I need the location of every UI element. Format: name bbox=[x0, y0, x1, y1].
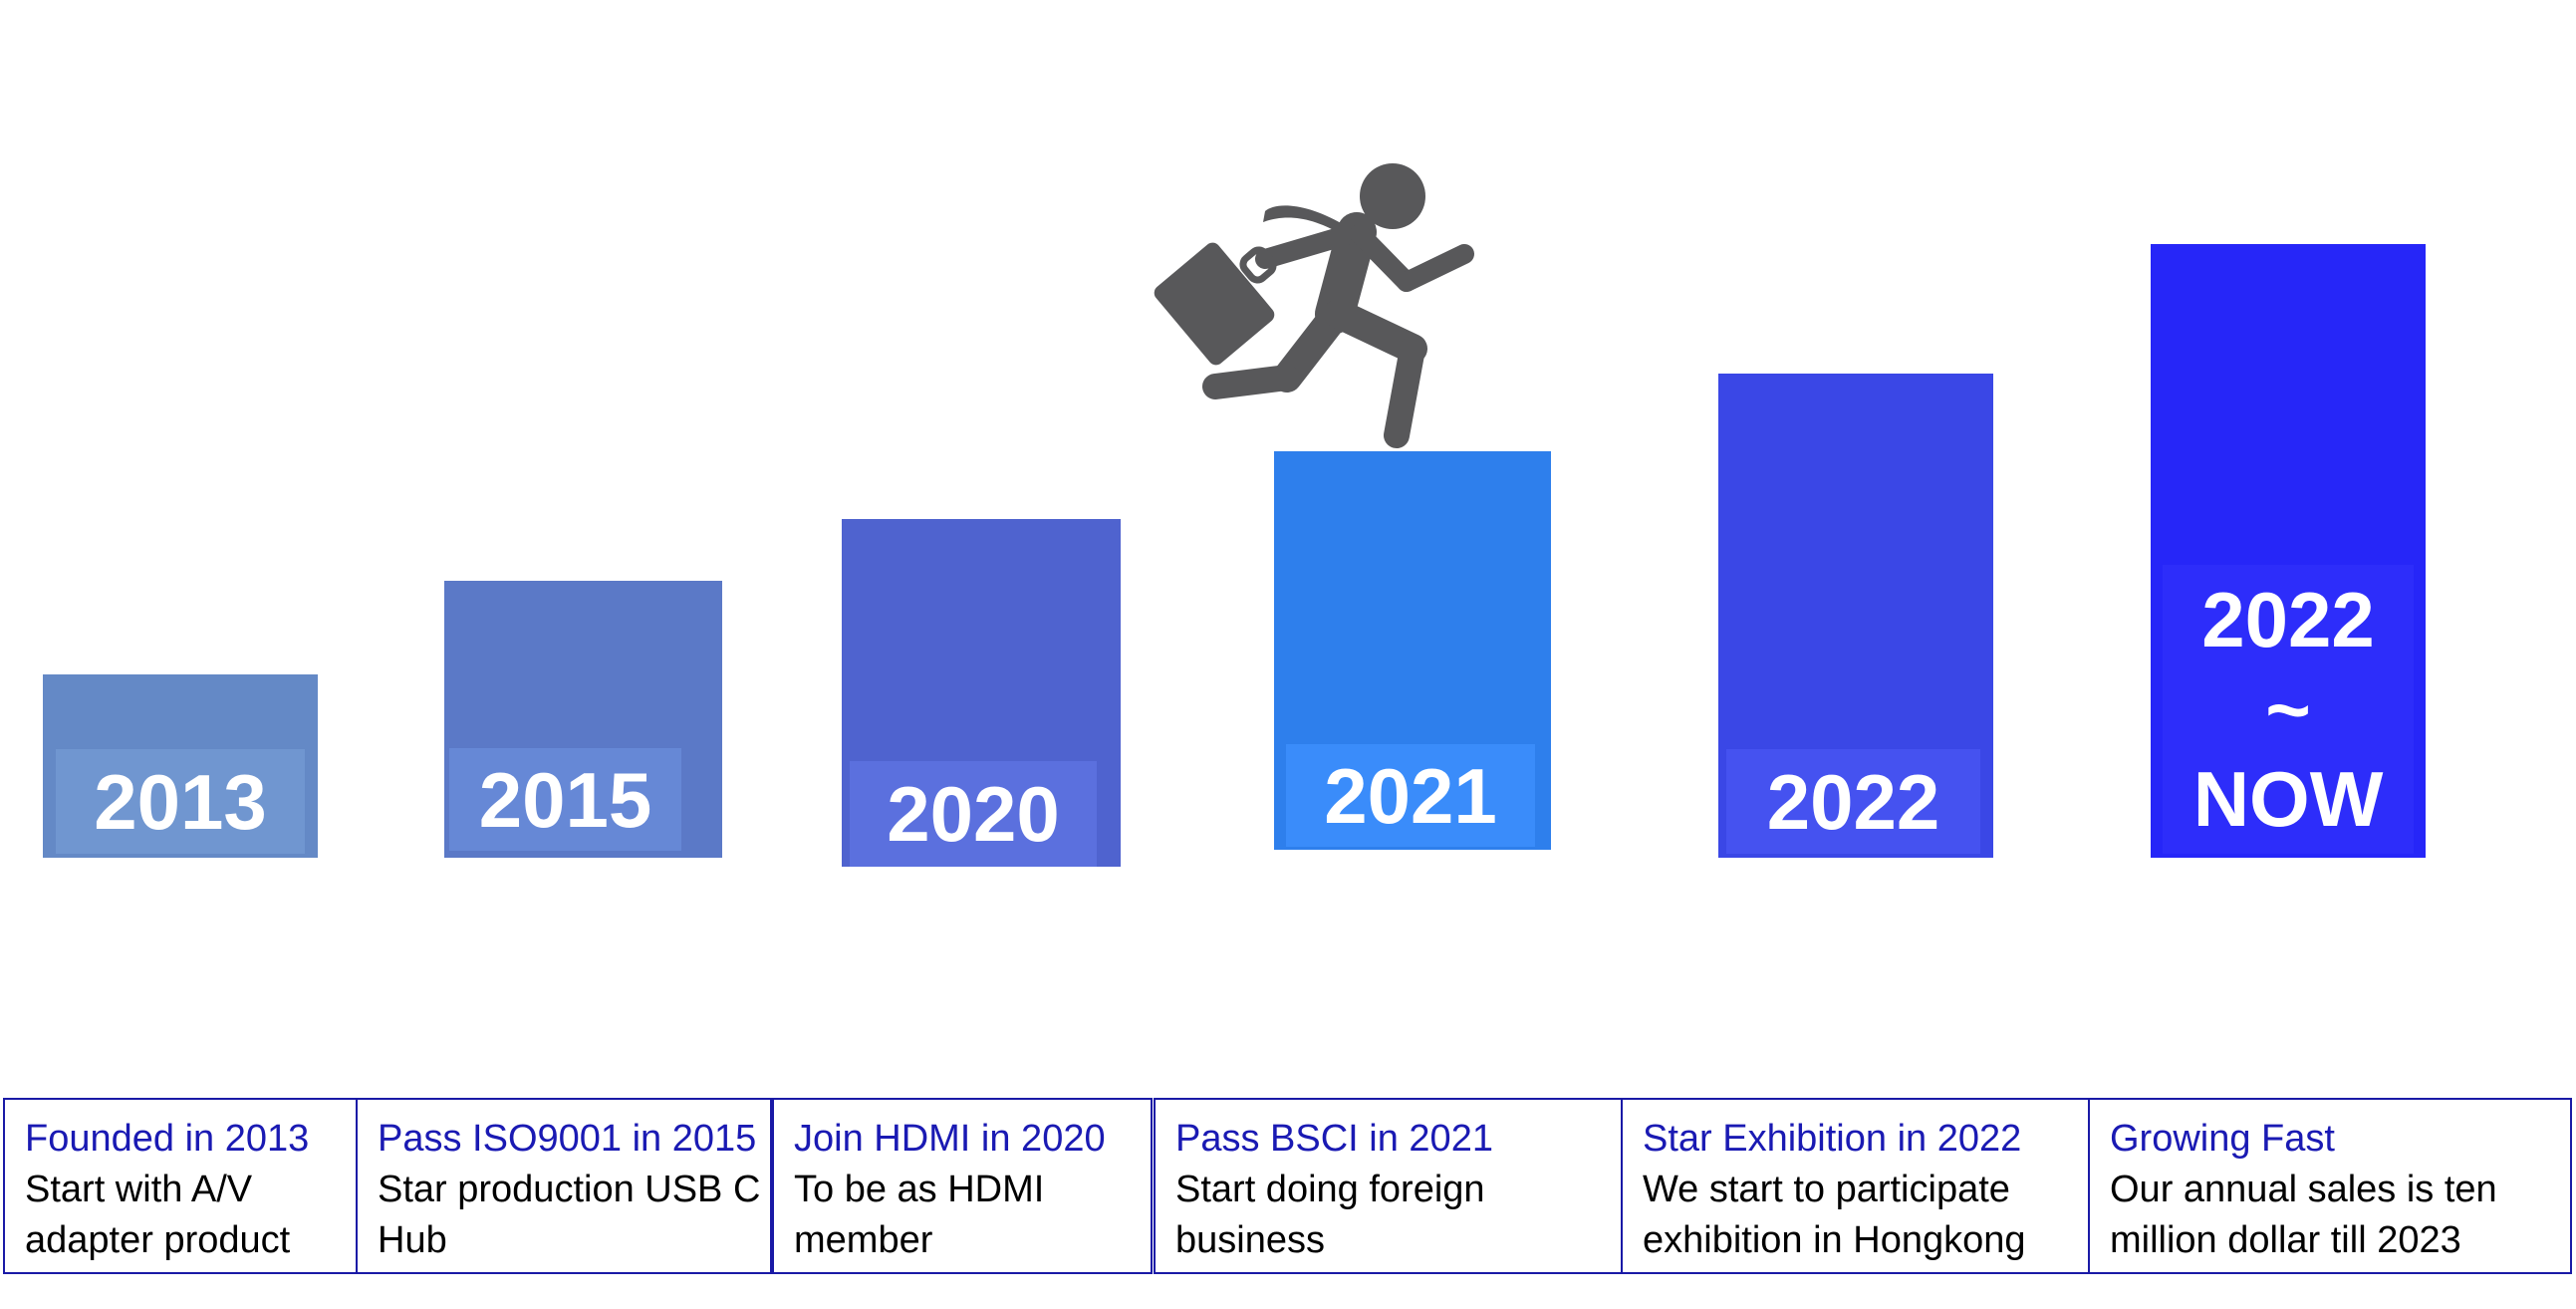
timeline-bar-2022: 2022 bbox=[1718, 374, 1993, 858]
card-description: Start doing foreign business bbox=[1175, 1169, 1485, 1261]
bar-label-now-line1: 2022 bbox=[2201, 576, 2375, 663]
timeline-card-2020: Join HDMI in 2020 To be as HDMI member bbox=[772, 1098, 1153, 1274]
timeline-card-2022: Star Exhibition in 2022 We start to part… bbox=[1621, 1098, 2090, 1274]
card-description: Start with A/V adapter product bbox=[25, 1169, 291, 1261]
card-title: Pass ISO9001 in 2015 bbox=[378, 1118, 757, 1160]
bar-label-2020: 2020 bbox=[850, 761, 1097, 867]
bar-label-2013: 2013 bbox=[56, 749, 305, 854]
timeline-card-2013: Founded in 2013 Start with A/V adapter p… bbox=[3, 1098, 360, 1274]
card-title: Growing Fast bbox=[2110, 1118, 2335, 1160]
bar-label-now: 2022 ~ NOW bbox=[2163, 565, 2414, 854]
timeline-card-2021: Pass BSCI in 2021 Start doing foreign bu… bbox=[1154, 1098, 1623, 1274]
timeline-bar-2020: 2020 bbox=[842, 519, 1121, 867]
timeline-bar-now: 2022 ~ NOW bbox=[2151, 244, 2426, 858]
bar-label-now-line3: NOW bbox=[2192, 755, 2384, 843]
card-description: Our annual sales is ten million dollar t… bbox=[2110, 1169, 2497, 1261]
card-title: Pass BSCI in 2021 bbox=[1175, 1118, 1493, 1160]
card-title: Star Exhibition in 2022 bbox=[1643, 1118, 2022, 1160]
timeline-bar-2015: 2015 bbox=[444, 581, 722, 858]
timeline-bar-2021: 2021 bbox=[1274, 451, 1551, 850]
bar-label-2021: 2021 bbox=[1286, 744, 1535, 847]
bar-label-2022: 2022 bbox=[1726, 749, 1980, 854]
timeline-card-2015: Pass ISO9001 in 2015 Star production USB… bbox=[356, 1098, 772, 1274]
bar-label-now-line2: ~ bbox=[2265, 665, 2311, 753]
card-description: We start to participate exhibition in Ho… bbox=[1643, 1169, 2026, 1261]
businessman-running-with-briefcase-icon bbox=[1154, 163, 1474, 448]
timeline-bar-2013: 2013 bbox=[43, 674, 318, 858]
bar-label-2015: 2015 bbox=[449, 748, 681, 851]
timeline-card-now: Growing Fast Our annual sales is ten mil… bbox=[2088, 1098, 2572, 1274]
card-description: To be as HDMI member bbox=[794, 1169, 1045, 1261]
card-title: Join HDMI in 2020 bbox=[794, 1118, 1106, 1160]
card-description: Star production USB C Hub bbox=[378, 1169, 761, 1261]
card-title: Founded in 2013 bbox=[25, 1118, 310, 1160]
